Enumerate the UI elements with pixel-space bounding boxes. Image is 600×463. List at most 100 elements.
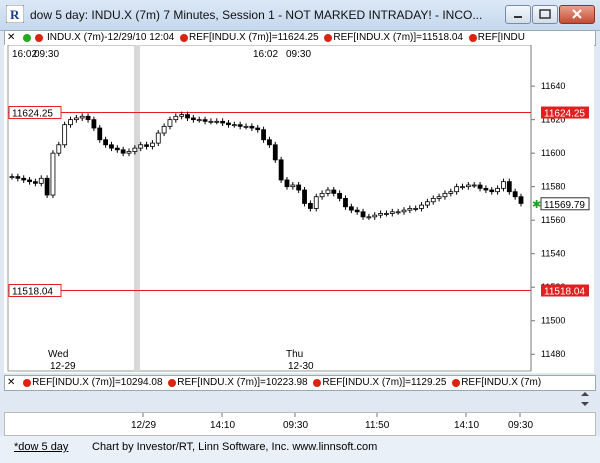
candle-body: [144, 144, 149, 147]
candle-body: [62, 124, 68, 146]
candle-body: [460, 186, 465, 189]
candle-body: [15, 176, 21, 179]
candle-body: [413, 208, 419, 210]
candle-body: [126, 151, 132, 154]
price-label: 11500: [541, 316, 565, 326]
candle-body: [220, 120, 226, 124]
candle-body: [38, 177, 44, 184]
candle-body: [33, 181, 38, 184]
ref-indicator-icon: [324, 34, 333, 42]
time-axis-label: 12/29: [131, 420, 156, 431]
candle-body: [465, 184, 471, 188]
candle-body: [419, 204, 424, 209]
time-axis-label: 14:10: [210, 420, 235, 431]
bottom-indicator-bar: ✕ REF[INDU.X (7m)]=10294.08 REF[INDU.X (…: [4, 375, 596, 391]
time-axis[interactable]: 12/29 14:10 09:30 11:50 14:10 09:30: [4, 412, 596, 436]
ref-label-1[interactable]: REF[INDU.X (7m)]=11624.25: [189, 32, 319, 43]
ref-label-3[interactable]: REF[INDU: [477, 32, 525, 43]
candle-body: [161, 125, 167, 134]
close-icon: [572, 9, 582, 19]
candle-body: [378, 213, 383, 216]
candle-body: [331, 189, 337, 194]
candle-body: [179, 114, 185, 117]
candle-body: [27, 179, 32, 183]
scroll-arrows[interactable]: [578, 390, 592, 408]
price-label: 11620: [541, 115, 565, 125]
candle-body: [214, 120, 220, 123]
candle-body: [348, 206, 354, 211]
candle-body: [9, 176, 15, 179]
candle-body: [442, 192, 448, 198]
panel-close-icon[interactable]: ✕: [7, 32, 16, 43]
candle-body: [85, 115, 91, 121]
candle-body: [237, 124, 243, 127]
close-button[interactable]: [559, 5, 595, 24]
candle-body: [471, 184, 477, 187]
candle-body: [56, 144, 62, 154]
price-chart-panel[interactable]: 16:02 09:30 16:02 09:30 11640 11620 11600 11580…: [4, 44, 594, 373]
reference-label: 11624.25: [12, 109, 53, 120]
date-label: 12-29: [50, 361, 76, 372]
candle-body: [173, 115, 179, 121]
ref-label-2[interactable]: REF[INDU.X (7m)]=11518.04: [333, 32, 463, 43]
chart-page-tab[interactable]: *dow 5 day: [14, 441, 69, 453]
ref-label-4[interactable]: REF[INDU.X (7m)]=10294.08: [32, 377, 163, 388]
candle-body: [366, 216, 372, 219]
ref-label-5[interactable]: REF[INDU.X (7m)]=10223.98: [177, 377, 308, 388]
candle-body: [448, 191, 454, 194]
candle-body: [261, 129, 266, 141]
session-divider: [134, 45, 140, 371]
candle-body: [489, 189, 495, 193]
minimize-button[interactable]: [505, 5, 531, 24]
time-label: 16:02: [12, 49, 37, 60]
ref-label-6[interactable]: REF[INDU.X (7m)]=1129.25: [322, 377, 447, 388]
candle-body: [384, 213, 389, 215]
price-label: 11580: [541, 182, 565, 192]
price-label: 11600: [541, 148, 565, 158]
candle-body: [343, 198, 348, 208]
investor-rt-app-icon: R: [6, 5, 24, 23]
window-title: dow 5 day: INDU.X (7m) 7 Minutes, Sessio…: [30, 8, 483, 22]
candle-body: [185, 114, 190, 119]
credit-text: Chart by Investor/RT, Linn Software, Inc…: [92, 441, 378, 453]
last-price-marker-icon: ✱: [532, 199, 541, 211]
maximize-button[interactable]: [532, 5, 558, 24]
candle-body: [284, 179, 290, 188]
candle-body: [354, 209, 360, 213]
candle-body: [267, 139, 272, 146]
reference-price-tag-text: 11624.25: [544, 109, 585, 120]
candle-body: [313, 196, 319, 209]
candle-body: [103, 139, 109, 146]
reference-label-box: [8, 106, 62, 120]
reference-price-tag-text: 11518.04: [544, 287, 585, 298]
candle-body: [325, 189, 331, 194]
candle-body: [132, 147, 138, 152]
candle-body: [501, 181, 506, 189]
red-status-icon: [35, 34, 44, 42]
candle-body: [109, 144, 114, 149]
symbol-label[interactable]: INDU.X (7m)-12/29/10 12:04: [46, 32, 175, 43]
candle-body: [477, 184, 483, 189]
candle-body: [395, 211, 401, 214]
ref-label-7[interactable]: REF[INDU.X (7m): [461, 377, 542, 388]
candle-body: [150, 142, 155, 147]
scroll-up-icon: [581, 392, 589, 396]
plot-area: [7, 44, 532, 372]
candle-body: [208, 120, 214, 123]
status-bar: *dow 5 day Chart by Investor/RT, Linn So…: [0, 436, 600, 463]
green-status-icon: [23, 34, 32, 42]
price-label: 11540: [541, 249, 565, 259]
time-label: 16:02: [253, 49, 278, 60]
candle-body: [424, 201, 430, 206]
candle-body: [430, 198, 436, 203]
candle-body: [407, 208, 413, 211]
title-bar[interactable]: R dow 5 day: INDU.X (7m) 7 Minutes, Sess…: [0, 0, 600, 31]
candle-body: [120, 149, 126, 154]
time-axis-label: 14:10: [454, 420, 479, 431]
last-price-box: [540, 197, 590, 211]
panel-close-icon[interactable]: ✕: [7, 377, 16, 388]
reference-label: 11518.04: [12, 287, 53, 298]
ref-indicator-icon: [313, 379, 322, 387]
candle-body: [518, 196, 524, 204]
candle-body: [272, 144, 278, 161]
